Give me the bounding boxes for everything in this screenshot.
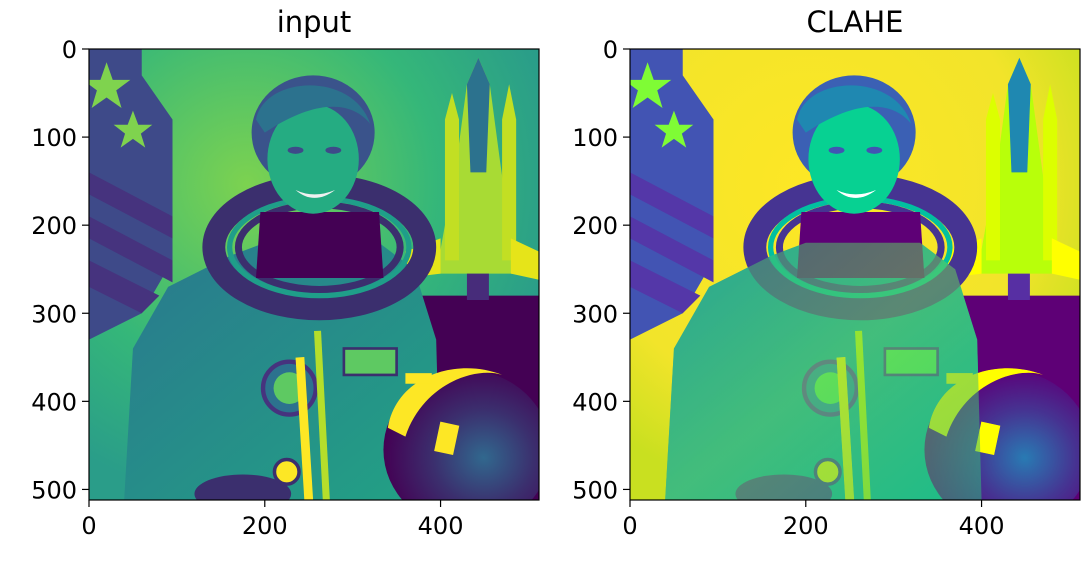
panel-input: input 0 200 400 0 100 200 300 400 500 bbox=[31, 5, 540, 540]
panel-title: input bbox=[277, 5, 352, 39]
x-tick-label: 400 bbox=[418, 512, 464, 540]
panel-clahe: CLAHE 0 200 400 0 100 200 300 400 500 bbox=[572, 5, 1081, 540]
panel-title: CLAHE bbox=[806, 5, 903, 39]
x-tick-label: 200 bbox=[242, 512, 288, 540]
axes-ticks: 0 200 400 0 100 200 300 400 500 bbox=[31, 36, 463, 540]
axes-frame bbox=[88, 48, 540, 501]
y-tick-label: 0 bbox=[62, 36, 77, 64]
x-tick-label: 200 bbox=[783, 512, 829, 540]
axes-frame bbox=[629, 48, 1081, 501]
y-tick-label: 0 bbox=[603, 36, 618, 64]
x-tick-label: 0 bbox=[81, 512, 96, 540]
image-input bbox=[89, 49, 539, 500]
y-tick-label: 400 bbox=[572, 388, 618, 416]
y-tick-label: 400 bbox=[31, 388, 77, 416]
x-tick-label: 0 bbox=[622, 512, 637, 540]
x-tick-label: 400 bbox=[959, 512, 1005, 540]
y-tick-label: 200 bbox=[572, 212, 618, 240]
y-tick-label: 300 bbox=[31, 300, 77, 328]
image-clahe bbox=[630, 49, 1080, 500]
y-tick-label: 100 bbox=[31, 124, 77, 152]
axes-ticks: 0 200 400 0 100 200 300 400 500 bbox=[572, 36, 1004, 540]
y-tick-label: 300 bbox=[572, 300, 618, 328]
y-tick-label: 100 bbox=[572, 124, 618, 152]
y-tick-label: 200 bbox=[31, 212, 77, 240]
y-tick-label: 500 bbox=[31, 476, 77, 504]
y-tick-label: 500 bbox=[572, 476, 618, 504]
